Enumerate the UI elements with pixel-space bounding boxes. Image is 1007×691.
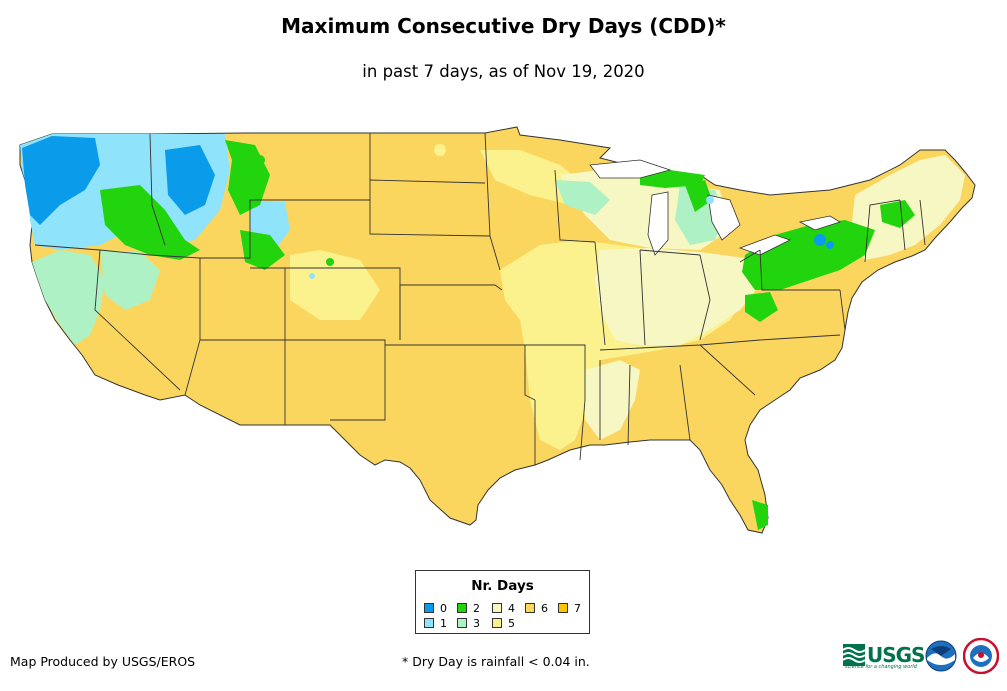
legend-item-1: 1 bbox=[424, 616, 447, 630]
legend-item-6: 6 bbox=[525, 601, 548, 615]
map-credit: Map Produced by USGS/EROS bbox=[10, 654, 196, 669]
region-2days-wyoming bbox=[240, 230, 285, 270]
state-boundaries bbox=[34, 132, 926, 465]
legend-swatch-0 bbox=[424, 603, 434, 613]
map-texture bbox=[125, 144, 834, 279]
lake-ontario bbox=[798, 215, 841, 231]
lake-superior bbox=[589, 159, 672, 179]
legend-item-7: 7 bbox=[558, 601, 581, 615]
legend-swatch-3 bbox=[457, 618, 467, 628]
dry-day-footnote: * Dry Day is rainfall < 0.04 in. bbox=[402, 654, 590, 669]
region-2days-northern-rockies bbox=[100, 185, 200, 260]
region-0days-idaho bbox=[165, 145, 215, 215]
usgs-logo-text: USGS bbox=[867, 643, 925, 667]
legend-item-2: 2 bbox=[457, 601, 480, 615]
legend-label-6: 6 bbox=[541, 601, 548, 615]
region-2days-west-virginia bbox=[745, 292, 778, 322]
legend-item-0: 0 bbox=[424, 601, 447, 615]
lake-huron bbox=[707, 194, 741, 241]
region-2days-michigan bbox=[685, 180, 712, 212]
map-subtitle: in past 7 days, as of Nov 19, 2020 bbox=[362, 62, 645, 81]
legend-title: Nr. Days bbox=[471, 578, 534, 594]
region-2days-new-york bbox=[880, 200, 915, 228]
legend-label-7: 7 bbox=[574, 601, 581, 615]
nws-logo bbox=[963, 638, 999, 674]
region-0days-washington bbox=[22, 136, 100, 225]
legend-item-5: 5 bbox=[492, 616, 515, 630]
legend-label-1: 1 bbox=[440, 616, 447, 630]
legend-swatch-2 bbox=[457, 603, 467, 613]
legend-label-5: 5 bbox=[508, 616, 515, 630]
noaa-logo bbox=[925, 640, 957, 672]
lake-erie bbox=[738, 234, 792, 256]
legend-item-4: 4 bbox=[492, 601, 515, 615]
region-4days-south bbox=[585, 360, 640, 440]
region-3days-california bbox=[32, 250, 105, 345]
legend-label-0: 0 bbox=[440, 601, 447, 615]
legend-label-3: 3 bbox=[473, 616, 480, 630]
legend-label-4: 4 bbox=[508, 601, 515, 615]
region-3days-upper-midwest bbox=[555, 180, 610, 215]
lake-michigan bbox=[647, 191, 669, 256]
region-3days-nevada bbox=[100, 250, 160, 310]
region-4days-ohio-valley bbox=[595, 248, 760, 345]
map-title: Maximum Consecutive Dry Days (CDD)* bbox=[281, 14, 726, 38]
legend-swatch-4 bbox=[492, 603, 502, 613]
legend-swatch-7 bbox=[558, 603, 568, 613]
usgs-logo: USGS science for a changing world bbox=[843, 642, 925, 670]
legend-item-3: 3 bbox=[457, 616, 480, 630]
region-2days-florida bbox=[752, 500, 768, 530]
legend-swatch-5 bbox=[492, 618, 502, 628]
legend: Nr. Days 0 2 4 6 7 1 3 5 bbox=[415, 570, 590, 634]
region-5days-plains bbox=[480, 150, 585, 205]
legend-label-2: 2 bbox=[473, 601, 480, 615]
region-2days-great-lakes bbox=[640, 170, 705, 188]
usgs-wave-icon bbox=[843, 644, 865, 666]
legend-swatch-1 bbox=[424, 618, 434, 628]
legend-swatch-6 bbox=[525, 603, 535, 613]
usgs-tagline: science for a changing world bbox=[845, 664, 917, 670]
region-5days-west bbox=[290, 250, 380, 320]
